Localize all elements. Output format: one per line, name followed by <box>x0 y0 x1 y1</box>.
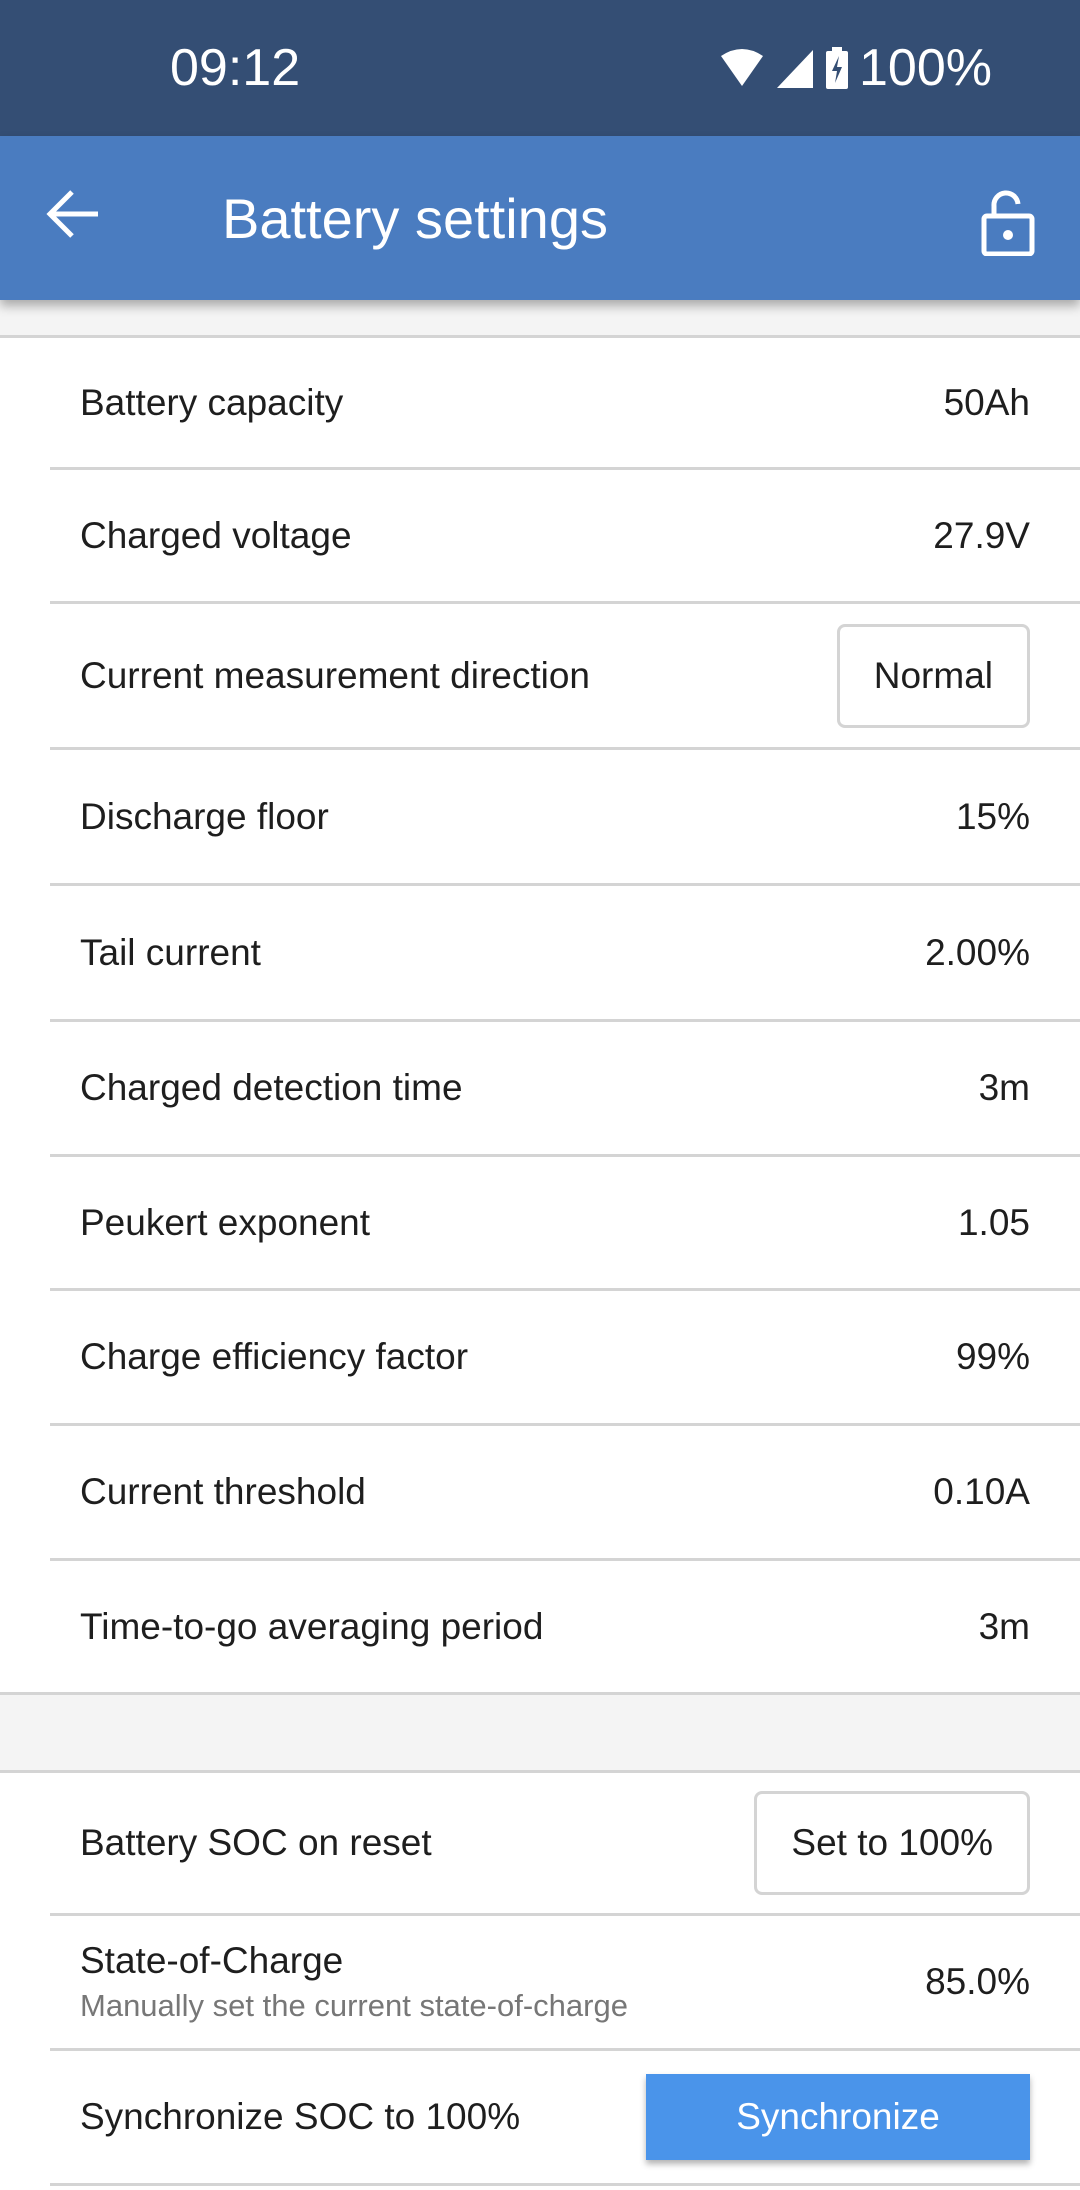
section-spacer <box>0 1695 1080 1773</box>
setting-time-to-go-period[interactable]: Time-to-go averaging period 3m <box>0 1561 1080 1695</box>
battery-percent: 100% <box>859 39 992 97</box>
setting-current-direction: Current measurement direction Normal <box>50 604 1080 750</box>
wifi-icon <box>721 49 763 86</box>
page-title: Battery settings <box>222 187 608 250</box>
setting-label: Current threshold <box>80 1471 366 1512</box>
set-to-100-button[interactable]: Set to 100% <box>754 1791 1030 1895</box>
setting-label: Charge efficiency factor <box>80 1336 469 1377</box>
setting-label: Time-to-go averaging period <box>80 1605 544 1647</box>
unlocked-padlock-icon[interactable] <box>980 190 1036 256</box>
setting-value: 99% <box>955 1336 1030 1377</box>
setting-value: 3m <box>978 1067 1030 1108</box>
setting-charged-detection-time[interactable]: Charged detection time 3m <box>50 1022 1080 1157</box>
setting-peukert-exponent[interactable]: Peukert exponent 1.05 <box>50 1157 1080 1291</box>
setting-label: Discharge floor <box>80 795 329 837</box>
status-bar: 09:12 100% <box>0 0 1080 136</box>
setting-value: 0.10A <box>933 1471 1030 1512</box>
setting-value: 85.0% <box>925 1961 1030 2002</box>
setting-soc-on-reset: Battery SOC on reset Set to 100% <box>50 1773 1080 1916</box>
setting-label: Current measurement direction <box>80 654 590 696</box>
setting-label: Charged detection time <box>80 1067 463 1108</box>
setting-synchronize-soc: Synchronize SOC to 100% Synchronize <box>50 2051 1080 2186</box>
app-bar: Battery settings <box>0 136 1080 300</box>
setting-discharge-floor[interactable]: Discharge floor 15% <box>50 750 1080 886</box>
setting-label: Peukert exponent <box>80 1201 371 1243</box>
setting-value: 27.9V <box>933 514 1030 556</box>
direction-button[interactable]: Normal <box>836 623 1030 728</box>
section-spacer <box>0 300 1080 338</box>
setting-charged-voltage[interactable]: Charged voltage 27.9V <box>50 470 1080 604</box>
battery-settings-list: Battery capacity 50Ah Charged voltage 27.9… <box>0 338 1080 1695</box>
status-time: 09:12 <box>170 39 301 97</box>
soc-settings-list: Battery SOC on reset Set to 100% State-of… <box>0 1773 1080 2186</box>
setting-description: Manually set the current state-of-charge <box>80 1988 628 2023</box>
setting-tail-current[interactable]: Tail current 2.00% <box>50 886 1080 1022</box>
setting-value: 1.05 <box>957 1201 1030 1243</box>
setting-value: 15% <box>955 795 1030 837</box>
setting-state-of-charge[interactable]: State-of-Charge Manually set the current … <box>50 1916 1080 2051</box>
setting-current-threshold[interactable]: Current threshold 0.10A <box>50 1426 1080 1561</box>
setting-label: Charged voltage <box>80 514 352 556</box>
setting-label: Battery SOC on reset <box>80 1822 432 1863</box>
setting-label: Tail current <box>80 931 261 973</box>
synchronize-button[interactable]: Synchronize <box>646 2074 1030 2160</box>
signal-icon <box>777 50 813 88</box>
battery-charging-icon <box>826 47 848 89</box>
setting-label: State-of-Charge <box>80 1940 344 1981</box>
setting-value: 3m <box>978 1605 1030 1647</box>
setting-battery-capacity[interactable]: Battery capacity 50Ah <box>50 338 1080 470</box>
setting-value: 2.00% <box>925 931 1030 973</box>
setting-charge-efficiency[interactable]: Charge efficiency factor 99% <box>50 1291 1080 1426</box>
setting-value: 50Ah <box>943 381 1030 423</box>
arrow-left-icon[interactable] <box>44 184 104 244</box>
setting-label: Synchronize SOC to 100% <box>80 2096 521 2137</box>
setting-label: Battery capacity <box>80 381 344 423</box>
